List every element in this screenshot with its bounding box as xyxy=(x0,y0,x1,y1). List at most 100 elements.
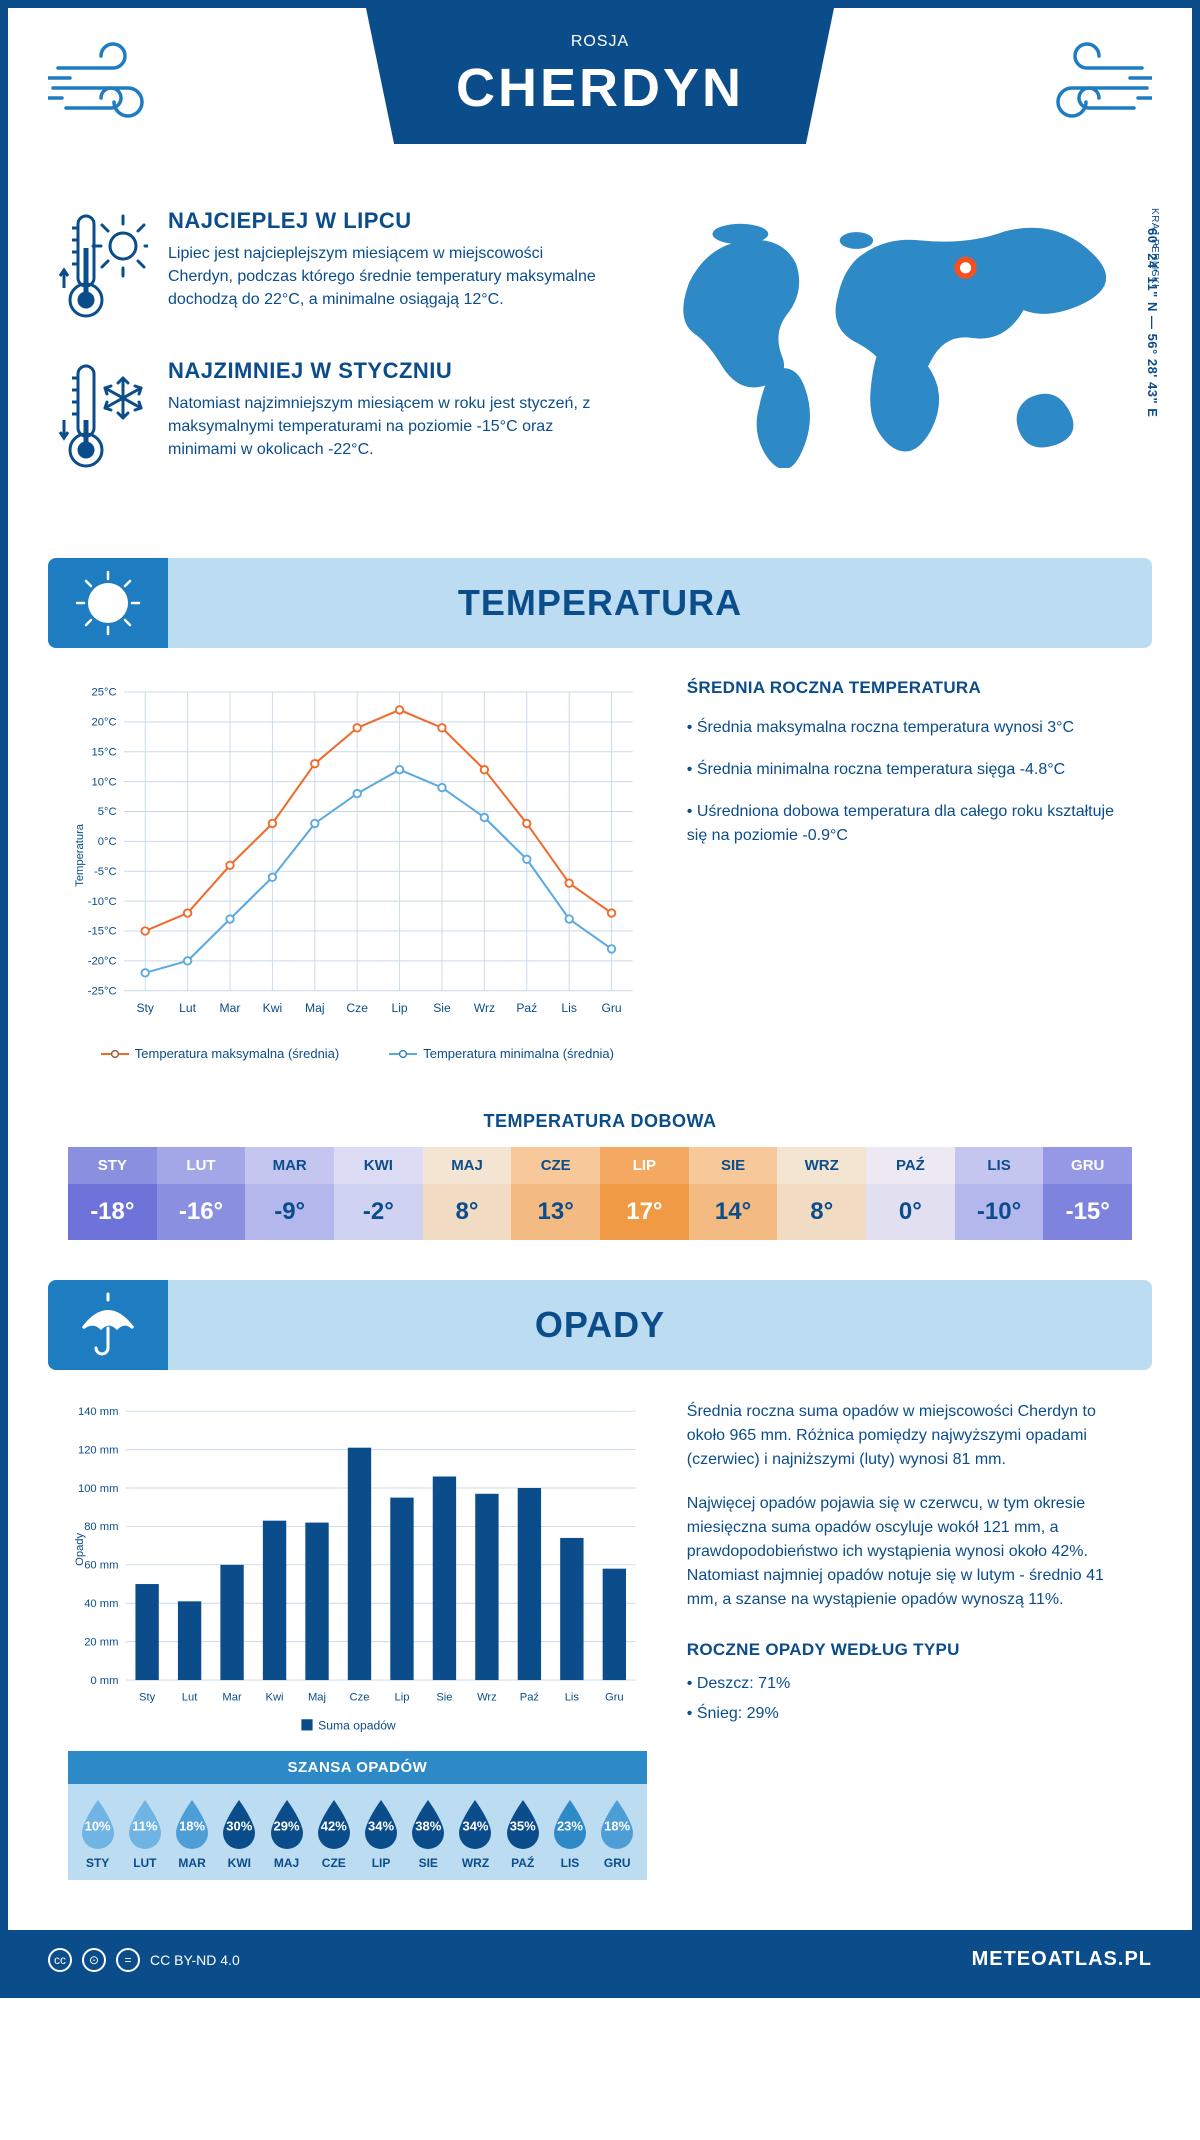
svg-text:Mar: Mar xyxy=(220,1001,241,1015)
svg-text:Sie: Sie xyxy=(436,1691,452,1703)
chance-cell: 30%KWI xyxy=(216,1798,263,1870)
precipitation-bar-chart: 0 mm 20 mm 40 mm 60 mm 80 mm 100 mm 120 mm 140 … xyxy=(68,1400,647,1736)
svg-text:25°C: 25°C xyxy=(92,687,117,699)
raindrop-icon: 10% xyxy=(77,1798,119,1850)
thermometer-snow-icon xyxy=(58,358,148,478)
svg-text:Maj: Maj xyxy=(305,1001,325,1015)
svg-text:Suma opadów: Suma opadów xyxy=(318,1718,396,1732)
coldest-title: NAJZIMNIEJ W STYCZNIU xyxy=(168,358,605,384)
precip-summary: Średnia roczna suma opadów w miejscowośc… xyxy=(687,1400,1132,1880)
precip-section-header: OPADY xyxy=(48,1280,1152,1370)
chance-cell: 38%SIE xyxy=(405,1798,452,1870)
coords-label: 60° 24' 11" N — 56° 28' 43" E xyxy=(1145,228,1160,417)
raindrop-icon: 29% xyxy=(266,1798,308,1850)
svg-text:-10°C: -10°C xyxy=(88,896,117,908)
wind-icon xyxy=(1022,38,1152,138)
raindrop-icon: 34% xyxy=(454,1798,496,1850)
daily-temp-cell: STY-18° xyxy=(68,1147,157,1240)
raindrop-icon: 23% xyxy=(549,1798,591,1850)
title-banner: CHERDYN ROSJA xyxy=(366,8,834,144)
brand-label: METEOATLAS.PL xyxy=(972,1948,1152,1971)
page-subtitle: ROSJA xyxy=(456,33,744,51)
svg-text:100 mm: 100 mm xyxy=(78,1482,118,1494)
temperature-line-chart: -25°C-20°C-15°C-10°C-5°C0°C5°C10°C15°C20… xyxy=(68,678,647,1061)
svg-text:Sty: Sty xyxy=(136,1001,154,1015)
svg-text:Sie: Sie xyxy=(433,1001,451,1015)
raindrop-icon: 30% xyxy=(218,1798,260,1850)
license-text: CC BY-ND 4.0 xyxy=(150,1952,240,1968)
by-icon: ⊙ xyxy=(82,1948,106,1972)
wind-icon xyxy=(48,38,178,138)
svg-text:60 mm: 60 mm xyxy=(84,1559,118,1571)
svg-text:-20°C: -20°C xyxy=(88,956,117,968)
chance-cell: 18%MAR xyxy=(168,1798,215,1870)
svg-text:140 mm: 140 mm xyxy=(78,1406,118,1418)
raindrop-icon: 34% xyxy=(360,1798,402,1850)
precip-chance-table: SZANSA OPADÓW 10%STY11%LUT18%MAR30%KWI29… xyxy=(68,1751,647,1880)
daily-temp-cell: SIE14° xyxy=(689,1147,778,1240)
location-marker-icon xyxy=(957,259,974,276)
chance-cell: 34%LIP xyxy=(357,1798,404,1870)
temp-bullet: • Średnia minimalna roczna temperatura s… xyxy=(687,758,1132,782)
svg-text:Lut: Lut xyxy=(182,1691,198,1703)
chance-cell: 18%GRU xyxy=(594,1798,641,1870)
svg-text:Kwi: Kwi xyxy=(263,1001,283,1015)
temp-bullet: • Średnia maksymalna roczna temperatura … xyxy=(687,716,1132,740)
daily-temp-table: STY-18°LUT-16°MAR-9°KWI-2°MAJ8°CZE13°LIP… xyxy=(68,1147,1132,1240)
precip-title: OPADY xyxy=(535,1304,665,1346)
svg-text:Lut: Lut xyxy=(179,1001,196,1015)
svg-text:40 mm: 40 mm xyxy=(84,1598,118,1610)
daily-temp-cell: LIS-10° xyxy=(955,1147,1044,1240)
svg-text:Lip: Lip xyxy=(391,1001,407,1015)
legend-label: Temperatura maksymalna (średnia) xyxy=(135,1046,339,1061)
svg-text:Opady: Opady xyxy=(74,1532,86,1565)
chance-cell: 34%WRZ xyxy=(452,1798,499,1870)
map-panel: KRAJ PERMSKI 60° 24' 11" N — 56° 28' 43"… xyxy=(645,208,1142,508)
temperature-summary: ŚREDNIA ROCZNA TEMPERATURA • Średnia mak… xyxy=(687,678,1132,1061)
svg-text:Sty: Sty xyxy=(139,1691,156,1703)
daily-temp-cell: CZE13° xyxy=(511,1147,600,1240)
temp-summary-heading: ŚREDNIA ROCZNA TEMPERATURA xyxy=(687,678,1132,698)
svg-text:Cze: Cze xyxy=(350,1691,370,1703)
daily-temp-cell: PAŹ0° xyxy=(866,1147,955,1240)
cc-icon: cc xyxy=(48,1948,72,1972)
daily-temp-cell: KWI-2° xyxy=(334,1147,423,1240)
license-block: cc ⊙ = CC BY-ND 4.0 xyxy=(48,1948,240,1972)
svg-text:-15°C: -15°C xyxy=(88,926,117,938)
umbrella-icon xyxy=(73,1290,143,1360)
daily-temp-cell: MAR-9° xyxy=(245,1147,334,1240)
svg-text:Mar: Mar xyxy=(222,1691,242,1703)
chance-cell: 42%CZE xyxy=(310,1798,357,1870)
coldest-block: NAJZIMNIEJ W STYCZNIU Natomiast najzimni… xyxy=(58,358,605,478)
thermometer-sun-icon xyxy=(58,208,148,328)
chart-legend: Temperatura maksymalna (średnia)Temperat… xyxy=(68,1046,647,1061)
svg-text:10°C: 10°C xyxy=(92,776,117,788)
svg-text:Temperatura: Temperatura xyxy=(74,823,86,887)
svg-text:Gru: Gru xyxy=(605,1691,624,1703)
svg-text:Gru: Gru xyxy=(601,1001,621,1015)
warmest-block: NAJCIEPLEJ W LIPCU Lipiec jest najcieple… xyxy=(58,208,605,328)
svg-text:80 mm: 80 mm xyxy=(84,1521,118,1533)
warmest-text: Lipiec jest najcieplejszym miesiącem w m… xyxy=(168,242,605,312)
svg-text:20°C: 20°C xyxy=(92,717,117,729)
chance-title: SZANSA OPADÓW xyxy=(68,1751,647,1784)
svg-text:-25°C: -25°C xyxy=(88,985,117,997)
raindrop-icon: 18% xyxy=(171,1798,213,1850)
precip-type-heading: ROCZNE OPADY WEDŁUG TYPU xyxy=(687,1640,1132,1660)
nd-icon: = xyxy=(116,1948,140,1972)
svg-text:Maj: Maj xyxy=(308,1691,326,1703)
precip-text-2: Najwięcej opadów pojawia się w czerwcu, … xyxy=(687,1492,1132,1612)
raindrop-icon: 35% xyxy=(502,1798,544,1850)
svg-text:Kwi: Kwi xyxy=(266,1691,284,1703)
svg-text:0 mm: 0 mm xyxy=(90,1675,118,1687)
svg-text:Lis: Lis xyxy=(561,1001,576,1015)
raindrop-icon: 42% xyxy=(313,1798,355,1850)
svg-text:20 mm: 20 mm xyxy=(84,1636,118,1648)
chance-cell: 10%STY xyxy=(74,1798,121,1870)
temperature-section-header: TEMPERATURA xyxy=(48,558,1152,648)
daily-temp-title: TEMPERATURA DOBOWA xyxy=(8,1111,1192,1132)
daily-temp-cell: GRU-15° xyxy=(1043,1147,1132,1240)
svg-text:-5°C: -5°C xyxy=(94,866,117,878)
svg-text:Wrz: Wrz xyxy=(477,1691,497,1703)
svg-text:120 mm: 120 mm xyxy=(78,1444,118,1456)
